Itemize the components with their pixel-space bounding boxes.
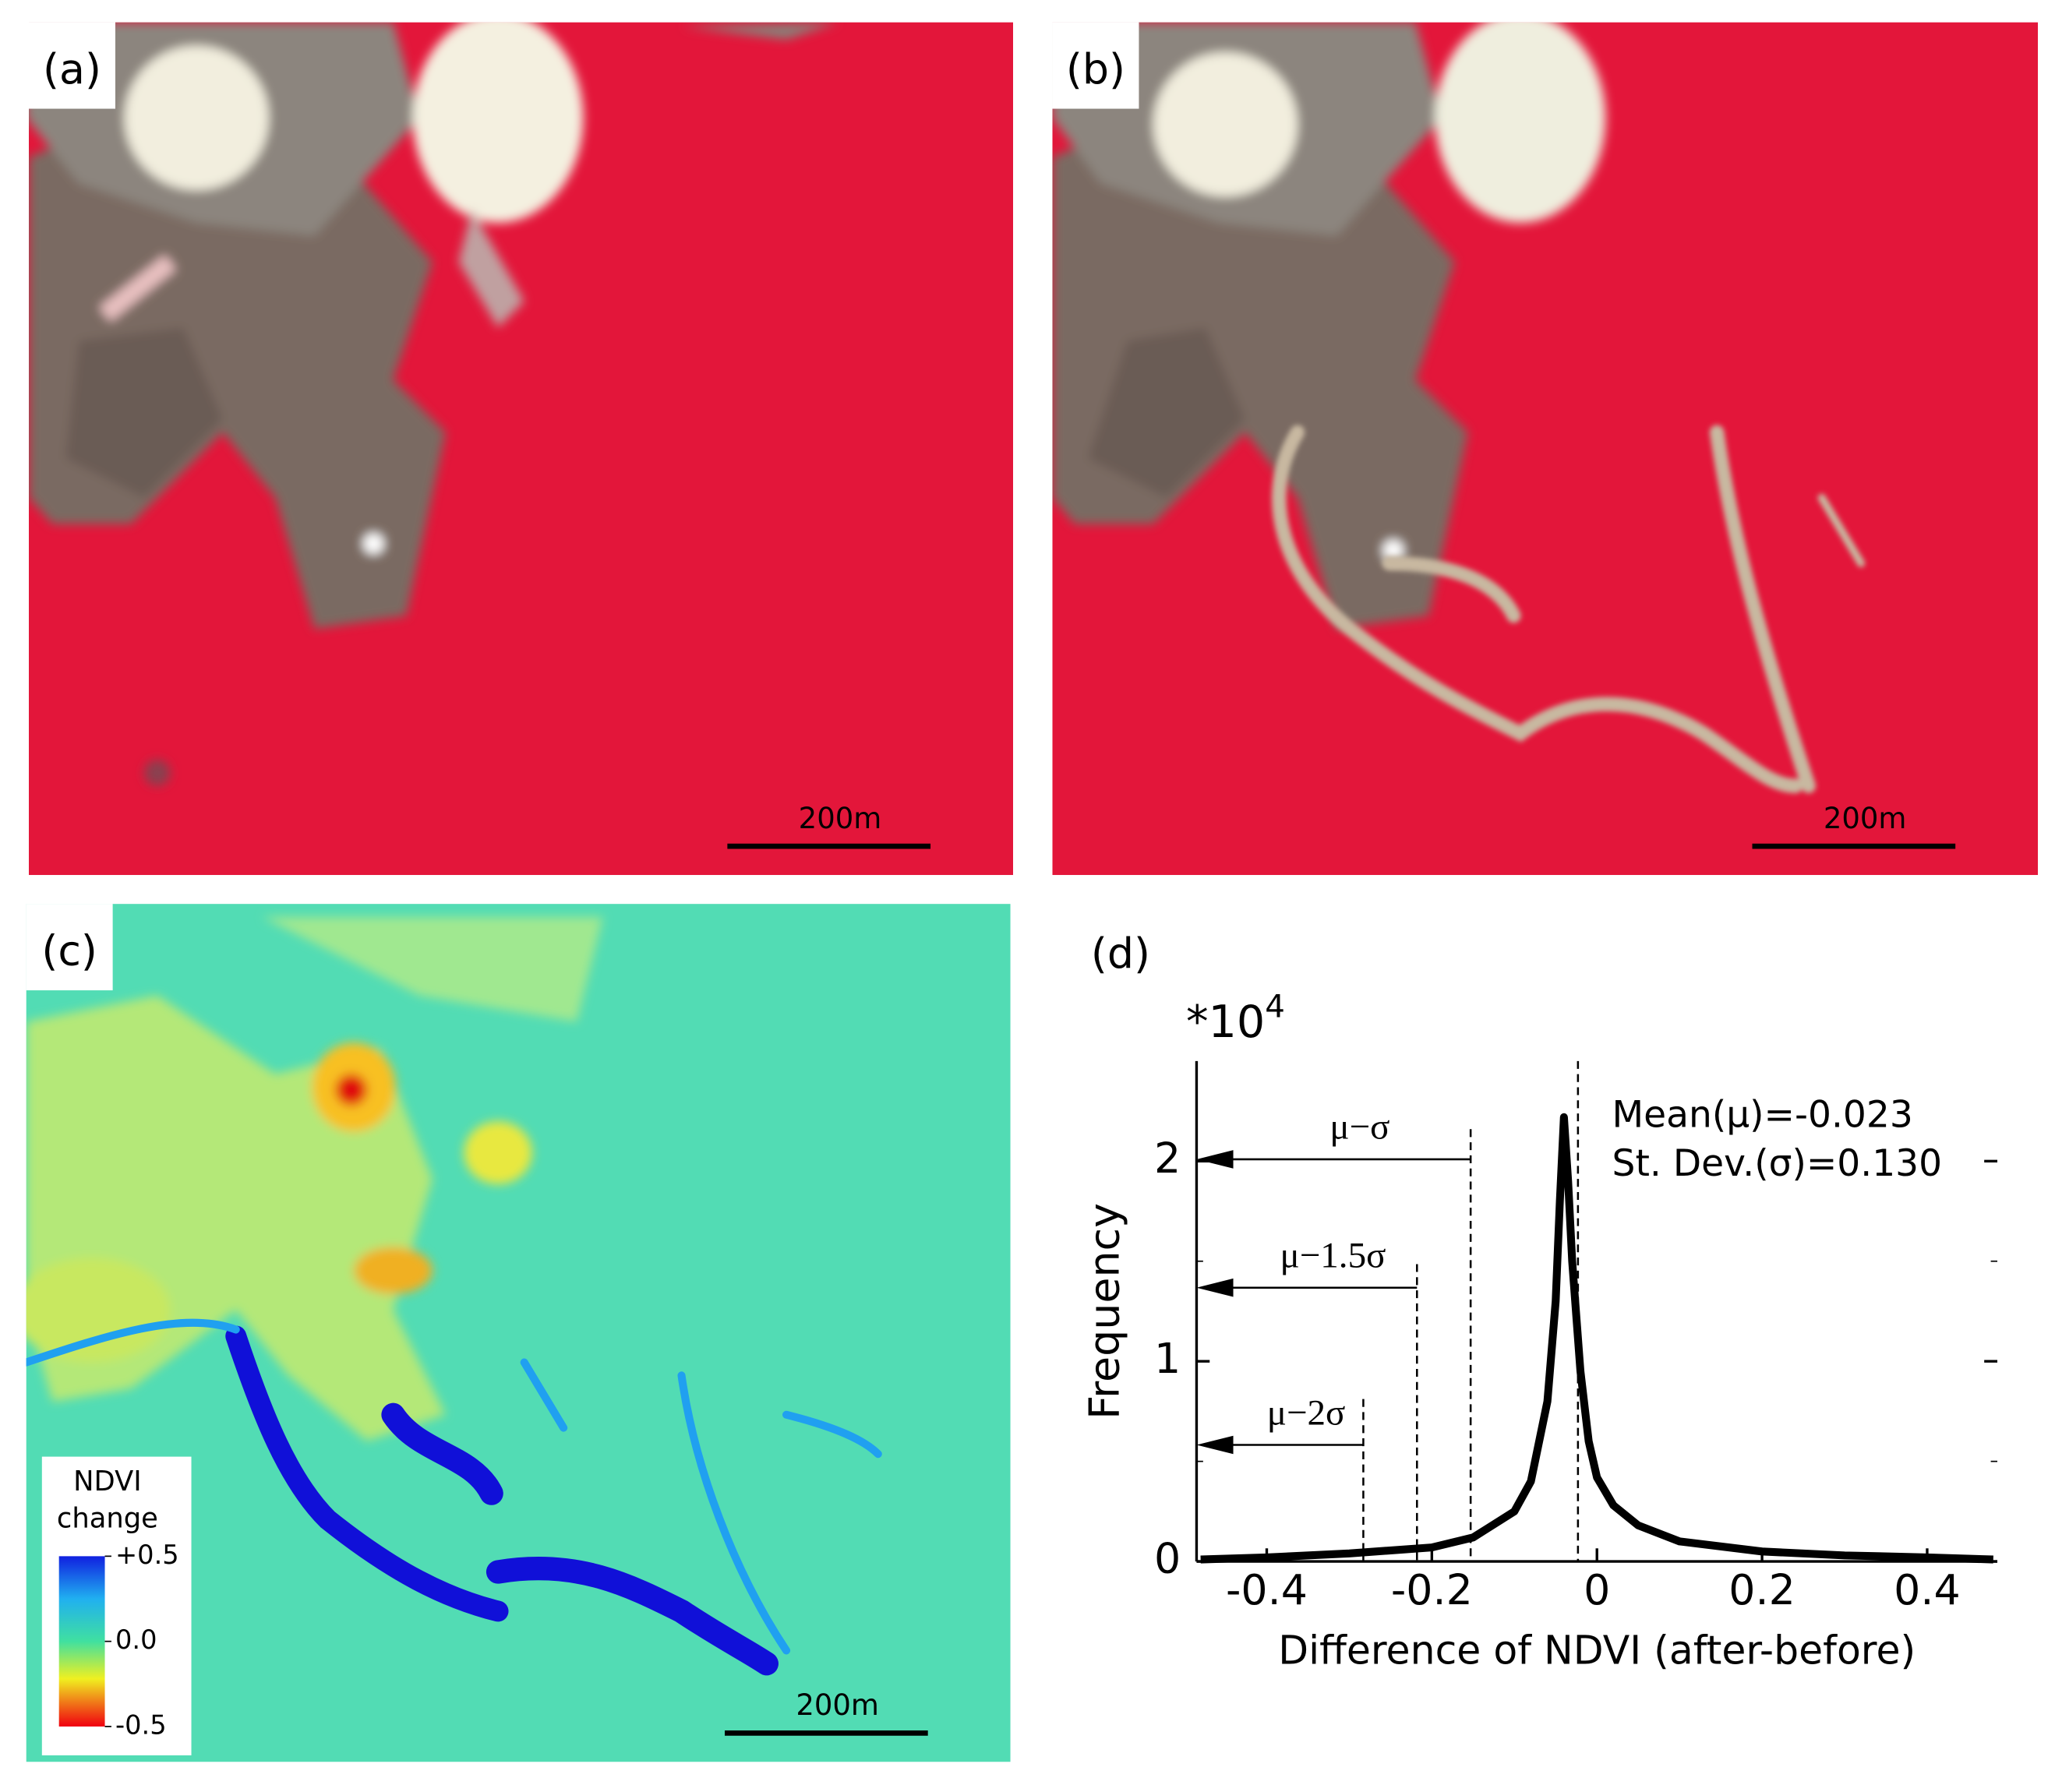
- panel-label: (c): [41, 926, 97, 975]
- annotation: St. Dev.(σ)=0.130: [1612, 1142, 1943, 1185]
- x-tick-label: 0: [1584, 1565, 1610, 1614]
- x-tick-label: 0.2: [1728, 1565, 1795, 1614]
- x-axis-label: Difference of NDVI (after-before): [1278, 1627, 1916, 1673]
- panel-label-box: [26, 904, 113, 991]
- y-axis-label: Frequency: [1080, 1203, 1129, 1420]
- colorbar-tick-label: +0.5: [115, 1540, 179, 1570]
- colorbar: [58, 1556, 105, 1727]
- x-tick-label: 0.4: [1894, 1565, 1961, 1614]
- panel-label-box: [1052, 22, 1139, 109]
- x-tick-label: -0.2: [1391, 1565, 1473, 1614]
- reference-label: μ−σ: [1329, 1107, 1389, 1148]
- panel-label-box: [28, 22, 115, 109]
- y-tick-label: 2: [1154, 1134, 1181, 1183]
- y-multiplier-base: *10: [1186, 996, 1265, 1047]
- scale-bar-label: 200m: [1824, 802, 1907, 835]
- y-tick-label: 1: [1154, 1334, 1181, 1383]
- y-multiplier: *104: [1186, 989, 1285, 1048]
- satellite-image-after: [1052, 22, 2039, 876]
- colorbar-tick-label: -0.5: [115, 1709, 167, 1740]
- legend-title: change: [57, 1502, 158, 1534]
- reference-label: μ−2σ: [1267, 1392, 1346, 1433]
- reference-arrowhead: [1196, 1435, 1234, 1455]
- histogram-chart: (d) *104 0 1 2 -0.4 -0.2 0 0.2 0.4 Difference of N…: [1080, 929, 1998, 1673]
- reference-label: μ−1.5σ: [1280, 1236, 1386, 1276]
- reference-arrowhead: [1196, 1278, 1234, 1297]
- panel-label: (a): [43, 44, 101, 93]
- satellite-image-before: [28, 22, 1014, 876]
- reference-arrowhead: [1196, 1150, 1234, 1169]
- panel-label: (d): [1091, 929, 1150, 978]
- annotation: Mean(μ)=-0.023: [1612, 1094, 1913, 1137]
- y-multiplier-exponent: 4: [1265, 989, 1285, 1025]
- scale-bar-label: 200m: [799, 802, 882, 835]
- x-tick-label: -0.4: [1226, 1565, 1308, 1614]
- overlay: (a) 200m (b) 200m (c) 200m NDVI change +0.5 0.0 -0…: [26, 22, 1956, 1755]
- y-tick-label: 0: [1154, 1534, 1181, 1583]
- panel-label: (b): [1066, 44, 1125, 93]
- legend-title: NDVI: [73, 1466, 142, 1497]
- scale-bar-label: 200m: [796, 1688, 879, 1722]
- frequency-curve: [1200, 1113, 1993, 1564]
- colorbar-tick-label: 0.0: [115, 1624, 157, 1655]
